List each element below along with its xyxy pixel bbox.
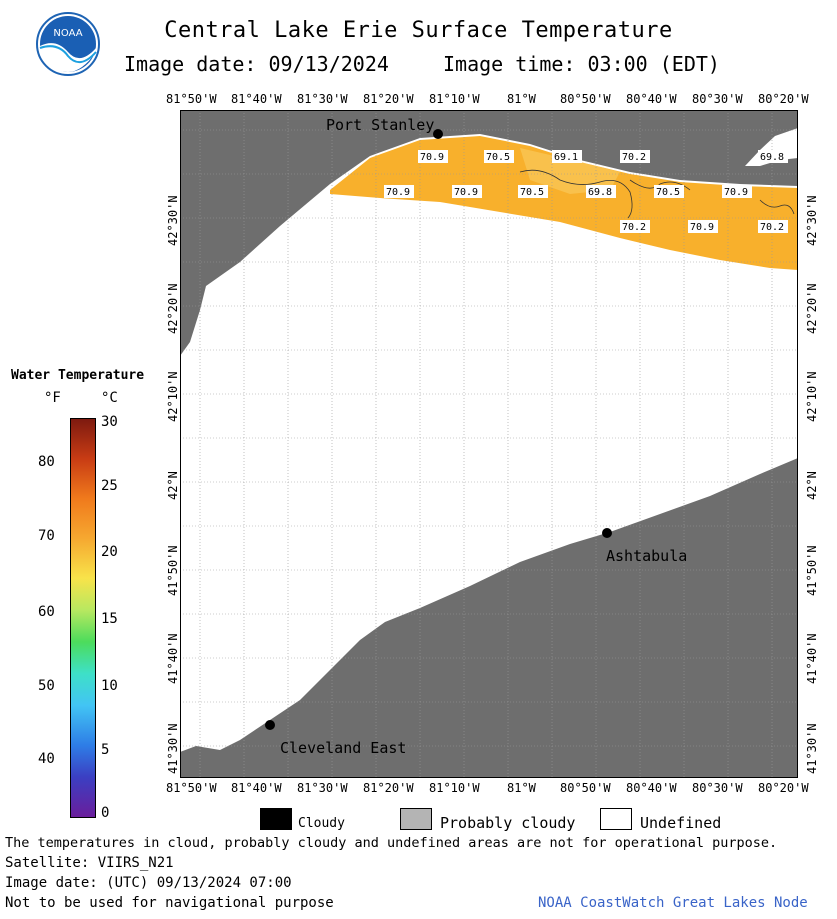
temp-value: 69.1 bbox=[554, 152, 578, 163]
disclaimer: The temperatures in cloud, probably clou… bbox=[5, 835, 778, 851]
temp-value: 70.2 bbox=[622, 152, 646, 163]
lon-label-bottom: 81°10'W bbox=[429, 781, 480, 795]
temp-value: 70.5 bbox=[520, 187, 544, 198]
lat-lon-grid bbox=[180, 110, 798, 778]
lat-label-right: 42°N bbox=[805, 471, 819, 500]
lon-label-bottom: 80°50'W bbox=[560, 781, 611, 795]
lon-label-top: 81°20'W bbox=[363, 92, 414, 106]
lat-label-right: 41°40'N bbox=[805, 633, 819, 684]
temp-value: 70.9 bbox=[386, 187, 410, 198]
temperature-labels: 70.9 70.5 69.1 70.2 69.8 70.9 70.9 70.5 … bbox=[384, 150, 788, 233]
lat-label-right: 42°20'N bbox=[805, 283, 819, 334]
temp-value: 70.9 bbox=[454, 187, 478, 198]
probably-cloudy-label: Probably cloudy bbox=[440, 814, 576, 832]
temp-value: 70.9 bbox=[690, 222, 714, 233]
probably-cloudy-swatch bbox=[400, 808, 432, 830]
utc-image-date: Image date: (UTC) 09/13/2024 07:00 bbox=[5, 875, 292, 891]
unit-celsius: °C bbox=[101, 390, 118, 406]
lon-label-bottom: 81°20'W bbox=[363, 781, 414, 795]
image-date: Image date: 09/13/2024 bbox=[124, 52, 389, 76]
lon-label-bottom: 80°30'W bbox=[692, 781, 743, 795]
f-tick: 70 bbox=[38, 528, 55, 544]
f-tick: 40 bbox=[38, 751, 55, 767]
navigation-note: Not to be used for navigational purpose bbox=[5, 895, 334, 911]
lat-label-right: 41°50'N bbox=[805, 545, 819, 596]
lat-label-left: 41°30'N bbox=[166, 723, 180, 774]
lon-label-top: 80°50'W bbox=[560, 92, 611, 106]
c-tick: 20 bbox=[101, 544, 118, 560]
port-stanley-label: Port Stanley bbox=[326, 116, 434, 134]
noaa-logo: NOAA bbox=[36, 12, 100, 76]
temp-value: 69.8 bbox=[760, 152, 784, 163]
cleveland-east-label: Cleveland East bbox=[280, 739, 406, 757]
temp-value: 70.2 bbox=[622, 222, 646, 233]
cleveland-east-marker[interactable] bbox=[265, 720, 275, 730]
c-tick: 15 bbox=[101, 611, 118, 627]
lon-label-top: 81°40'W bbox=[231, 92, 282, 106]
temp-value: 70.9 bbox=[420, 152, 444, 163]
temp-value: 70.5 bbox=[656, 187, 680, 198]
lon-label-bottom: 81°30'W bbox=[297, 781, 348, 795]
logo-text: NOAA bbox=[53, 28, 82, 39]
land-canada bbox=[180, 110, 798, 356]
lat-label-left: 41°40'N bbox=[166, 633, 180, 684]
temperature-band-light bbox=[520, 148, 620, 194]
lon-label-top: 81°10'W bbox=[429, 92, 480, 106]
lat-label-right: 41°30'N bbox=[805, 723, 819, 774]
noaa-credit: NOAA CoastWatch Great Lakes Node bbox=[538, 895, 808, 911]
lon-label-top: 81°50'W bbox=[166, 92, 217, 106]
lon-label-bottom: 80°20'W bbox=[758, 781, 809, 795]
undefined-label: Undefined bbox=[640, 814, 722, 832]
legend-title: Water Temperature bbox=[11, 368, 145, 383]
ashtabula-marker[interactable] bbox=[602, 528, 612, 538]
lon-label-bottom: 81°50'W bbox=[166, 781, 217, 795]
satellite-info: Satellite: VIIRS_N21 bbox=[5, 855, 174, 871]
temp-value: 70.2 bbox=[760, 222, 784, 233]
lon-label-top: 80°30'W bbox=[692, 92, 743, 106]
lon-label-top: 80°40'W bbox=[626, 92, 677, 106]
temperature-band bbox=[330, 136, 798, 270]
lon-label-top: 81°W bbox=[507, 92, 536, 106]
cloudy-swatch bbox=[260, 808, 292, 830]
port-stanley-marker[interactable] bbox=[433, 129, 443, 139]
c-tick: 0 bbox=[101, 805, 110, 821]
f-tick: 50 bbox=[38, 678, 55, 694]
lon-label-top: 80°20'W bbox=[758, 92, 809, 106]
lat-label-left: 42°20'N bbox=[166, 283, 180, 334]
lon-label-bottom: 81°W bbox=[507, 781, 536, 795]
lat-label-left: 42°10'N bbox=[166, 371, 180, 422]
land-usa bbox=[180, 458, 798, 778]
lat-label-left: 42°N bbox=[166, 471, 180, 500]
cloudy-label: Cloudy bbox=[298, 816, 345, 831]
lake-erie-map[interactable]: 70.9 70.5 69.1 70.2 69.8 70.9 70.9 70.5 … bbox=[180, 110, 798, 778]
c-tick: 30 bbox=[101, 414, 118, 430]
temp-value: 70.5 bbox=[486, 152, 510, 163]
lat-label-right: 42°30'N bbox=[805, 195, 819, 246]
lat-label-left: 41°50'N bbox=[166, 545, 180, 596]
undefined-swatch bbox=[600, 808, 632, 830]
temperature-color-bar bbox=[70, 418, 96, 818]
c-tick: 25 bbox=[101, 478, 118, 494]
temp-value: 70.9 bbox=[724, 187, 748, 198]
lat-label-right: 42°10'N bbox=[805, 371, 819, 422]
isotherm-lines bbox=[519, 169, 795, 219]
c-tick: 5 bbox=[101, 742, 110, 758]
lat-label-left: 42°30'N bbox=[166, 195, 180, 246]
c-tick: 10 bbox=[101, 678, 118, 694]
map-frame bbox=[180, 110, 798, 778]
lon-label-bottom: 81°40'W bbox=[231, 781, 282, 795]
f-tick: 80 bbox=[38, 454, 55, 470]
image-time: Image time: 03:00 (EDT) bbox=[443, 52, 720, 76]
temp-value: 69.8 bbox=[588, 187, 612, 198]
ashtabula-label: Ashtabula bbox=[606, 547, 687, 565]
unit-fahrenheit: °F bbox=[44, 390, 61, 406]
lon-label-bottom: 80°40'W bbox=[626, 781, 677, 795]
lon-label-top: 81°30'W bbox=[297, 92, 348, 106]
page-title: Central Lake Erie Surface Temperature bbox=[164, 18, 673, 43]
f-tick: 60 bbox=[38, 604, 55, 620]
